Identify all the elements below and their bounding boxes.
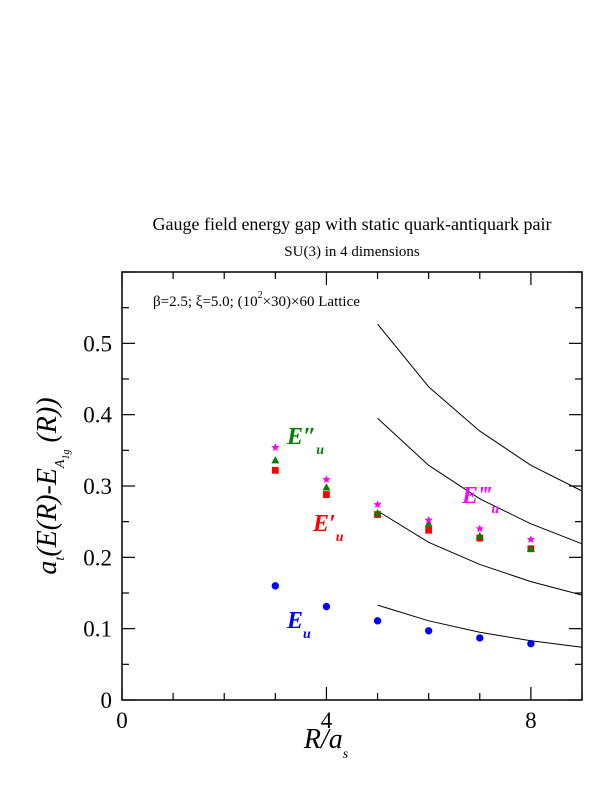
series-label-eu-subscript: u [303,627,311,642]
fit-curve-4 [377,323,583,492]
y-tick-label: 0.3 [83,474,112,499]
data-point-eu-3 [373,500,382,509]
series-label-eu2-main: E [286,424,303,450]
axis-layer: 0 4 8 0 0.1 0.2 0.3 0.4 0.5 [83,271,583,733]
annotation-part-1: β=2.5; ξ=5.0; (10 [153,294,258,310]
data-points [271,443,535,648]
x-axis-label: R/as [303,724,349,762]
data-point-eu-4 [424,627,433,635]
x-axis-label-subscript: s [343,747,349,762]
series-label-eu-prime-3: E‴u [461,483,499,517]
lattice-annotation: β=2.5; ξ=5.0; (102×30)×60 Lattice [153,290,360,310]
series-label-eu-main: E [286,608,303,634]
fit-curve-1 [377,604,583,648]
y-tick-label: 0.5 [83,331,112,356]
x-axis-label-main: R/a [303,724,343,755]
x-tick-label: 4 [321,708,333,733]
data-point-eu-6 [527,639,535,648]
y-axis-label-middle: (E(R)-E [32,468,63,557]
data-point-eu-5 [475,531,484,540]
chart-subtitle: SU(3) in 4 dimensions [284,244,420,260]
y-tick-label: 0.4 [83,403,112,428]
series-label-eu1-prime: ′ [329,511,336,537]
x-tick-label: 8 [525,708,537,733]
data-point-eu-2 [322,602,331,611]
series-label-eu3-prime: ‴ [478,483,492,509]
series-label-eu2-prime: ″ [303,424,316,450]
y-tick-label: 0.1 [83,617,112,642]
data-point-eu-5 [475,524,484,533]
y-axis-label-a: a [32,561,63,575]
data-point-eu-2 [322,483,331,491]
plot-frame [121,271,583,701]
series-label-eu1-main: E [312,511,329,537]
series-label-eu1-subscript: u [336,530,344,545]
data-point-eu-1 [271,466,279,474]
data-point-eu-6 [526,535,535,543]
series-label-eu-prime-2: E″u [286,424,324,458]
data-point-eu-2 [323,491,330,498]
data-point-eu-1 [271,456,280,464]
fit-curve-2 [377,510,583,596]
chart-title: Gauge field energy gap with static quark… [152,214,551,234]
y-axis-label-subscript-1g: 1g [61,450,72,460]
data-point-eu-4 [425,526,433,534]
data-point-eu-3 [373,508,382,517]
y-axis-label-end: (R)) [32,397,63,449]
fit-curves [377,323,583,648]
series-label-eu3-subscript: u [491,502,499,517]
y-tick-label: 0.2 [83,545,112,570]
y-axis-label-subscript-t: t [53,556,68,561]
series-label-eu: Eu [286,608,311,642]
data-point-eu-5 [476,634,484,642]
y-axis-label: at(E(R)-EA1g (R)) [32,397,72,574]
x-tick-label: 0 [116,708,128,733]
series-label-eu2-subscript: u [316,443,324,458]
series-label-eu-prime-1: E′u [312,511,344,545]
fit-curve-3 [377,417,583,545]
data-point-eu-1 [271,582,280,590]
series-label-eu3-main: E [461,483,478,509]
data-point-eu-6 [526,544,535,552]
data-point-eu-1 [271,443,280,451]
data-point-eu-4 [424,515,433,524]
y-axis-label-subscript-a: A [53,459,68,469]
data-point-eu-2 [322,475,331,484]
annotation-superscript: 2 [258,290,263,301]
annotation-part-2: ×30)×60 Lattice [263,294,361,310]
y-tick-label: 0 [101,688,113,713]
data-point-eu-4 [424,519,433,527]
data-point-eu-3 [373,617,382,625]
